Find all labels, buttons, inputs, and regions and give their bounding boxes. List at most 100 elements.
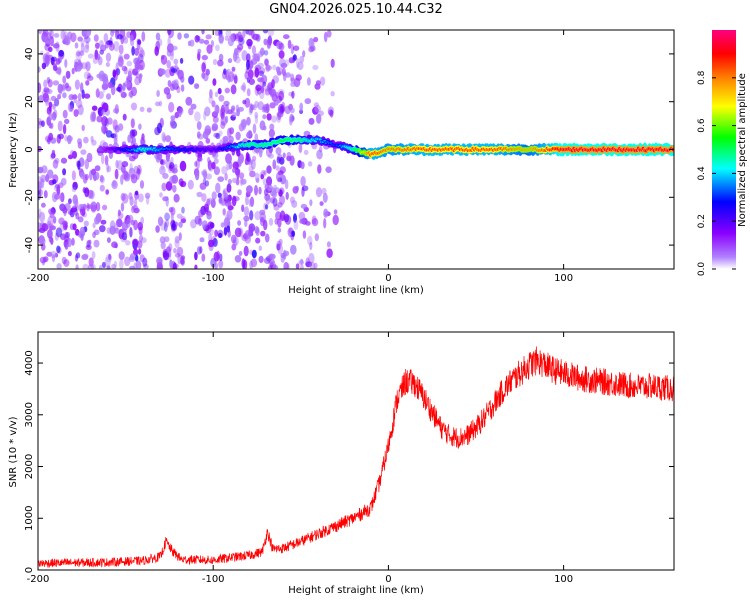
spectrogram-noise-blob: [281, 67, 286, 77]
spectrogram-noise-blob: [91, 251, 96, 260]
spectrogram-noise-blob: [116, 218, 123, 228]
spectrogram-noise-blob: [246, 116, 251, 126]
spectrogram-noise-blob: [268, 129, 275, 138]
spectrogram-noise-blob: [48, 113, 53, 121]
spectrogram-noise-blob: [217, 59, 224, 67]
spectrogram-noise-blob: [38, 66, 41, 73]
spectrogram-noise-blob: [230, 84, 237, 95]
spectrogram-noise-blob: [83, 136, 89, 144]
spectrogram-noise-blob: [130, 118, 135, 129]
spectrogram-noise-blob: [110, 84, 116, 96]
spectrogram-noise-blob: [288, 57, 295, 64]
spectrogram-noise-blob: [227, 229, 231, 238]
spectrogram-noise-blob: [98, 264, 103, 269]
spectrogram-noise-blob: [302, 50, 306, 58]
spectrogram-noise-blob: [298, 143, 303, 154]
spectrogram-noise-blob: [214, 104, 220, 115]
snr-frame: [37, 331, 675, 571]
spectrogram-noise-blob: [105, 189, 110, 195]
spectrogram-noise-blob: [131, 46, 135, 56]
spectrogram-noise-blob: [242, 30, 246, 39]
spectrogram-noise-blob: [159, 165, 166, 175]
spectrogram-noise-blob: [99, 49, 104, 55]
spectrogram-noise-blob: [248, 165, 254, 173]
spectrogram-noise-blob: [64, 239, 69, 250]
spectrogram-noise-blob: [93, 239, 100, 248]
spectrogram-noise-blob: [287, 39, 292, 50]
spectrogram-noise-blob: [280, 174, 287, 185]
spectrogram-noise-blob: [201, 62, 206, 73]
spectrogram-noise-blob: [214, 91, 219, 98]
spectrogram-noise-blob: [46, 51, 50, 59]
spectrogram-noise-blob: [208, 239, 215, 248]
spectrogram-noise-blob: [75, 264, 79, 269]
spectrogram-noise-blob: [248, 69, 254, 80]
spectrogram-noise-blob: [208, 95, 214, 104]
spectrogram-noise-blob: [166, 246, 171, 254]
spectrogram-noise-blob: [218, 259, 224, 269]
spectrogram-noise-blob: [188, 75, 195, 85]
spectrogram-noise-blob: [113, 137, 118, 145]
spectrogram-noise-blob: [93, 34, 99, 42]
spectrogram-noise-blob: [244, 230, 251, 240]
spectrogram-noise-blob: [216, 250, 221, 261]
spectrogram-noise-blob: [307, 235, 313, 246]
spectrogram-noise-blob: [201, 54, 208, 61]
spectrogram-noise-blob: [115, 159, 119, 169]
spectrogram-noise-blob: [99, 40, 104, 47]
spectrogram-noise-blob: [306, 77, 311, 86]
spectrogram-noise-blob: [210, 197, 216, 206]
spectrogram-noise-blob: [305, 221, 311, 226]
spectrogram-noise-blob: [79, 50, 85, 56]
spectrogram-noise-blob: [218, 94, 225, 102]
spectrogram-noise-blob: [101, 116, 108, 127]
spectrogram-noise-blob: [290, 73, 295, 82]
spectrogram-noise-blob: [75, 228, 80, 236]
spectrogram-noise-blob: [56, 263, 62, 269]
spectrogram-noise-blob: [275, 147, 282, 155]
spectrogram-noise-blob: [62, 124, 67, 135]
spectrogram-noise-blob: [291, 90, 295, 99]
colorbar-tick-label: 0.0: [697, 262, 707, 277]
spectrogram-noise-blob: [67, 134, 72, 145]
spectrogram-noise-blob: [139, 49, 146, 58]
spectrogram-noise-blob: [90, 168, 97, 176]
spectrogram-noise-blob: [246, 59, 250, 70]
spectrogram-noise-blob: [326, 30, 332, 38]
spectrogram-noise-blob: [215, 44, 220, 51]
spectrogram-noise-blob: [51, 56, 57, 62]
spectrogram-noise-blob: [309, 199, 313, 207]
spectrogram-noise-blob: [174, 252, 181, 258]
spectrogram-noise-blob: [319, 145, 323, 153]
spectrogram-noise-blob: [120, 91, 127, 99]
spectrogram-noise-blob: [92, 222, 96, 229]
spectrogram-noise-blob: [314, 105, 321, 113]
spectrogram-noise-blob: [109, 220, 116, 231]
spectrogram-noise-blob: [313, 262, 318, 269]
spectrogram-noise-blob: [139, 106, 145, 113]
spectrogram-noise-blob: [252, 33, 260, 41]
spectrogram-noise-blob: [138, 123, 142, 130]
spectrogram-noise-blob: [274, 187, 281, 194]
spectrogram-noise-blob: [120, 202, 125, 212]
spectrogram-noise-blob: [155, 225, 160, 233]
spectrogram-noise-blob: [169, 83, 175, 91]
spectrogram-noise-blob: [276, 243, 281, 251]
spectrogram-noise-blob: [276, 41, 283, 50]
spectrogram-noise-blob: [276, 111, 284, 118]
spectrogram-noise-blob: [49, 225, 56, 231]
spectrogram-noise-blob: [171, 174, 179, 184]
spectrogram-noise-blob: [238, 251, 243, 256]
spectrogram-noise-blob: [159, 68, 166, 76]
spectrogram-noise-blob: [169, 164, 173, 171]
spectrogram-noise-blob: [63, 206, 67, 217]
spectrogram-noise-blob: [180, 257, 185, 266]
spectrogram-noise-blob: [92, 57, 99, 64]
spectrogram-noise-blob: [260, 85, 265, 94]
spectrogram-noise-blob: [96, 53, 101, 61]
spectrogram-noise-blob: [106, 227, 112, 235]
spectrogram-noise-blob: [125, 218, 131, 228]
spectrogram-noise-blob: [259, 90, 265, 100]
spectrogram-noise-blob: [263, 50, 269, 56]
spectrogram-noise-blob: [60, 30, 66, 40]
